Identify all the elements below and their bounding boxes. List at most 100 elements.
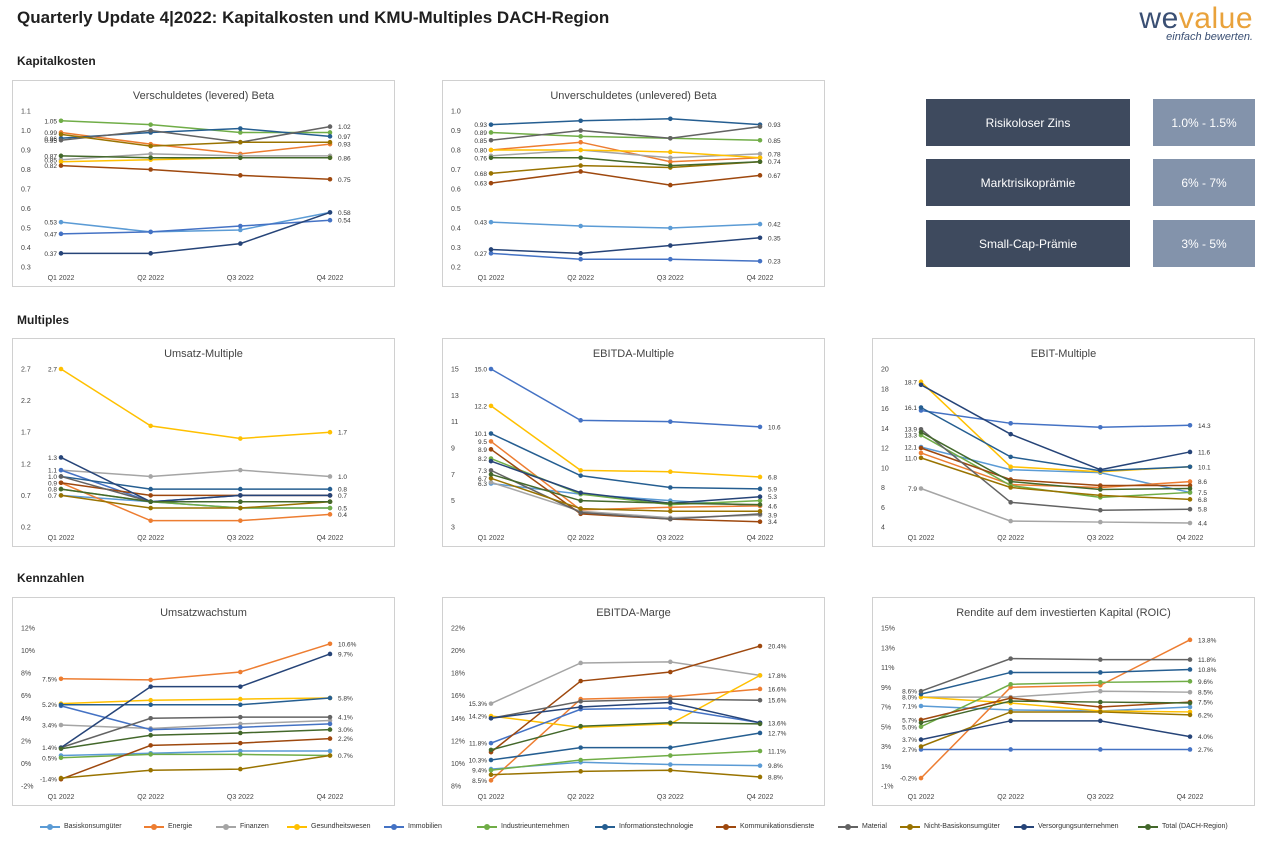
series-line xyxy=(920,409,1191,429)
data-point xyxy=(238,721,243,727)
data-point xyxy=(327,217,333,223)
data-label: -1.4% xyxy=(40,777,57,784)
x-tick-label: Q3 2022 xyxy=(227,535,254,542)
data-point xyxy=(488,479,494,485)
x-tick-label: Q2 2022 xyxy=(567,794,594,801)
data-point xyxy=(148,493,153,498)
data-point xyxy=(327,714,333,720)
data-point xyxy=(1008,747,1013,752)
data-label: 0.58 xyxy=(338,210,351,217)
logo-part1: we xyxy=(1139,2,1179,35)
data-point xyxy=(238,740,243,746)
data-point xyxy=(668,501,673,506)
data-point xyxy=(238,493,243,498)
data-label: 0.85 xyxy=(768,138,781,145)
series-line xyxy=(490,707,761,744)
data-point xyxy=(488,439,494,444)
data-point xyxy=(1098,670,1103,675)
data-label: 9.7% xyxy=(338,651,353,658)
data-label: 5.3 xyxy=(768,494,777,501)
data-label: 8.0% xyxy=(902,695,917,702)
series-line xyxy=(490,701,761,724)
series-line xyxy=(490,368,761,428)
x-tick-label: Q1 2022 xyxy=(908,535,935,542)
data-point xyxy=(1187,449,1193,455)
series-line xyxy=(490,141,761,163)
data-point xyxy=(58,755,64,761)
data-point xyxy=(1098,507,1103,513)
data-point xyxy=(58,474,64,479)
logo-part2: value xyxy=(1178,2,1253,35)
data-point xyxy=(668,705,673,711)
data-label: 0.37 xyxy=(44,251,57,258)
logo: wevalue einfach bewerten. xyxy=(1139,2,1253,43)
y-tick-label: 4 xyxy=(881,525,885,532)
data-label: 7.5% xyxy=(1198,700,1213,707)
data-label: 3.4% xyxy=(42,723,57,730)
data-point xyxy=(918,688,924,694)
data-label: 1.4% xyxy=(42,745,57,752)
y-tick-label: 15 xyxy=(451,367,459,374)
data-point xyxy=(58,219,64,225)
data-point xyxy=(327,139,333,145)
data-point xyxy=(1187,497,1193,502)
logo-brand: wevalue xyxy=(1139,2,1253,36)
y-tick-label: 18 xyxy=(881,386,889,393)
data-point xyxy=(757,748,763,754)
data-label: 0.68 xyxy=(474,171,487,178)
chart-title: EBIT-Multiple xyxy=(1031,348,1096,360)
y-tick-label: 2.7 xyxy=(21,367,31,374)
data-point xyxy=(757,124,763,129)
x-tick-label: Q1 2022 xyxy=(478,794,505,801)
data-label: 0.5 xyxy=(338,506,347,513)
data-point xyxy=(668,243,673,248)
data-point xyxy=(757,486,763,492)
series-line xyxy=(920,668,1191,695)
series-line xyxy=(60,469,330,503)
data-point xyxy=(757,494,763,500)
series-line xyxy=(490,750,761,771)
data-point xyxy=(578,418,583,423)
series-line xyxy=(490,645,761,753)
data-point xyxy=(578,473,583,478)
x-tick-label: Q1 2022 xyxy=(48,275,75,282)
x-tick-label: Q2 2022 xyxy=(567,535,594,542)
data-point xyxy=(327,736,333,741)
data-point xyxy=(327,512,333,517)
legend-label: Industrieunternehmen xyxy=(501,823,570,830)
data-point xyxy=(327,753,333,758)
x-tick-label: Q1 2022 xyxy=(48,794,75,801)
series-line xyxy=(920,700,1191,724)
data-point xyxy=(668,753,673,758)
data-label: 0.5% xyxy=(42,755,57,762)
data-point xyxy=(668,149,673,155)
data-point xyxy=(488,740,494,746)
data-point xyxy=(1187,704,1193,710)
data-label: 0.75 xyxy=(338,177,351,184)
data-point xyxy=(1008,464,1013,470)
data-point xyxy=(918,445,924,451)
data-point xyxy=(757,498,763,503)
data-point xyxy=(578,118,583,124)
data-label: 8.5% xyxy=(472,778,487,785)
data-point xyxy=(1008,518,1013,524)
data-label: 3.4 xyxy=(768,519,777,526)
data-point xyxy=(1008,500,1013,505)
data-point xyxy=(327,134,333,139)
data-label: 1.0 xyxy=(338,474,347,481)
data-point xyxy=(1187,689,1193,695)
data-point xyxy=(58,702,64,708)
data-label: 5.8% xyxy=(338,695,353,702)
data-point xyxy=(578,704,583,710)
x-tick-label: Q3 2022 xyxy=(1087,794,1114,801)
legend-item: Informationstechnologie xyxy=(595,823,693,830)
legend-swatch xyxy=(40,823,60,830)
chart-title: EBITDA-Marge xyxy=(596,607,671,619)
data-point xyxy=(327,176,333,182)
data-point xyxy=(668,745,673,750)
y-tick-label: 3% xyxy=(881,744,891,751)
series-line xyxy=(920,696,1191,713)
data-point xyxy=(578,147,583,153)
data-label: 0.54 xyxy=(338,218,351,225)
y-tick-label: 22% xyxy=(451,626,465,633)
